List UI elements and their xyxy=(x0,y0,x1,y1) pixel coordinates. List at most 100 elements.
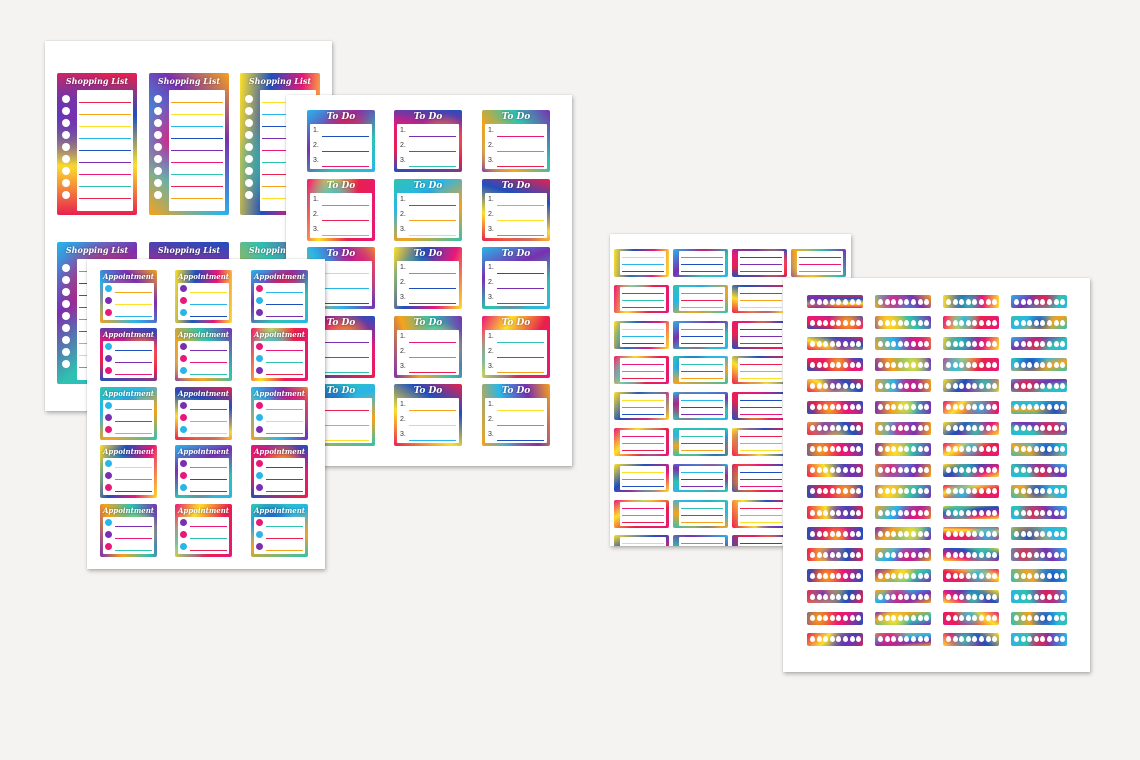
list-line xyxy=(171,174,223,175)
water-drop-icon xyxy=(924,488,930,495)
todo-item-number: 2. xyxy=(313,211,319,218)
water-drop-icon xyxy=(1014,382,1019,389)
water-drop-icon xyxy=(1020,530,1026,537)
person-icon xyxy=(256,519,263,526)
water-drop-icon xyxy=(836,488,842,495)
label-line xyxy=(681,514,723,516)
water-drop-icon xyxy=(1060,319,1066,326)
water-tracker-sticker xyxy=(875,548,931,562)
todo-item-number: 2. xyxy=(400,416,406,423)
todo-item-number: 2. xyxy=(313,142,319,149)
water-drop-icon xyxy=(946,298,951,305)
water-drop-icon xyxy=(884,298,890,305)
water-drop-icon xyxy=(1060,488,1066,495)
water-drop-icon xyxy=(946,404,951,410)
water-drop-icon xyxy=(878,509,883,516)
checkbox-circle xyxy=(245,155,253,163)
water-drop-icon xyxy=(985,572,991,579)
list-line xyxy=(79,114,131,115)
water-drop-icon xyxy=(1020,382,1026,389)
water-drop-icon xyxy=(1053,572,1059,579)
water-drop-icon xyxy=(959,340,965,347)
water-drop-icon xyxy=(843,340,848,347)
water-drop-icon xyxy=(985,298,991,305)
water-drop-icon xyxy=(992,530,998,537)
label-sticker xyxy=(614,428,669,456)
water-drop-icon xyxy=(1014,298,1019,305)
water-drop-icon xyxy=(1027,467,1033,474)
water-drop-icon xyxy=(836,298,842,305)
water-drop-icon xyxy=(1027,319,1033,326)
todo-line xyxy=(497,273,544,274)
water-tracker-sticker xyxy=(875,316,931,330)
label-line xyxy=(622,485,664,487)
water-drop-icon xyxy=(904,593,910,600)
water-drop-icon xyxy=(843,593,848,600)
label-sticker xyxy=(614,392,669,421)
water-drop-icon xyxy=(911,636,916,643)
water-drop-icon xyxy=(985,551,991,558)
water-drop-icon xyxy=(1047,382,1052,389)
water-drop-icon xyxy=(1053,551,1059,558)
label-line xyxy=(622,400,664,402)
water-drop-icon xyxy=(836,467,842,474)
water-drop-icon xyxy=(959,615,965,621)
water-drop-icon xyxy=(917,509,923,516)
water-tracker-sticker xyxy=(807,463,863,477)
label-sticker xyxy=(673,356,728,385)
water-drop-icon xyxy=(816,593,822,600)
water-drop-icon xyxy=(897,298,903,305)
water-tracker-sticker xyxy=(943,506,999,519)
water-drop-icon xyxy=(1053,530,1059,537)
water-drop-icon xyxy=(965,572,971,579)
water-drop-icon xyxy=(1060,361,1066,368)
water-drop-icon xyxy=(1053,467,1059,474)
label-line xyxy=(740,364,782,366)
water-drop-icon xyxy=(897,319,903,326)
water-tracker-sticker xyxy=(1011,442,1067,456)
water-tracker-sticker xyxy=(943,442,999,456)
todo-item-number: 1. xyxy=(400,196,406,203)
water-drop-icon xyxy=(849,572,855,579)
water-drop-icon xyxy=(897,446,903,453)
water-drop-icon xyxy=(917,551,923,558)
person-icon xyxy=(105,402,112,409)
water-tracker-sticker xyxy=(1011,421,1067,435)
water-drop-icon xyxy=(946,467,951,474)
list-line xyxy=(171,138,223,139)
water-drop-icon xyxy=(992,593,998,600)
todo-line xyxy=(322,273,369,274)
water-drop-icon xyxy=(972,382,978,389)
water-drop-icon xyxy=(829,298,835,305)
water-drop-icon xyxy=(856,319,862,326)
appointment-panel xyxy=(254,283,305,320)
appointment-line xyxy=(115,292,152,293)
appointment-line xyxy=(190,409,227,410)
water-tracker-sticker xyxy=(1011,548,1067,562)
water-drop-icon xyxy=(992,615,998,621)
water-drop-icon xyxy=(992,361,998,368)
label-panel xyxy=(738,394,784,419)
label-line xyxy=(681,335,723,337)
water-drop-icon xyxy=(823,382,829,389)
todo-line xyxy=(409,410,456,411)
water-drop-icon xyxy=(897,361,903,368)
water-drop-icon xyxy=(1027,551,1033,558)
appointment-line xyxy=(266,316,303,317)
water-drop-icon xyxy=(924,361,930,368)
water-drop-icon xyxy=(979,530,984,537)
todo-title: To Do xyxy=(413,112,443,122)
todo-sticker: To Do 1. 2. 3. xyxy=(307,179,375,241)
checkbox-circle xyxy=(62,336,70,344)
person-icon xyxy=(256,343,263,350)
water-drop-icon xyxy=(897,593,903,600)
water-drop-icon xyxy=(810,593,815,600)
appointment-sticker: Appointment xyxy=(251,504,308,557)
water-drop-icon xyxy=(965,382,971,389)
water-drop-icon xyxy=(810,404,815,410)
todo-item-number: 1. xyxy=(488,333,494,340)
water-drop-icon xyxy=(1033,530,1039,537)
water-drop-icon xyxy=(959,593,965,600)
water-drop-icon xyxy=(1020,593,1026,600)
todo-item-number: 2. xyxy=(488,279,494,286)
